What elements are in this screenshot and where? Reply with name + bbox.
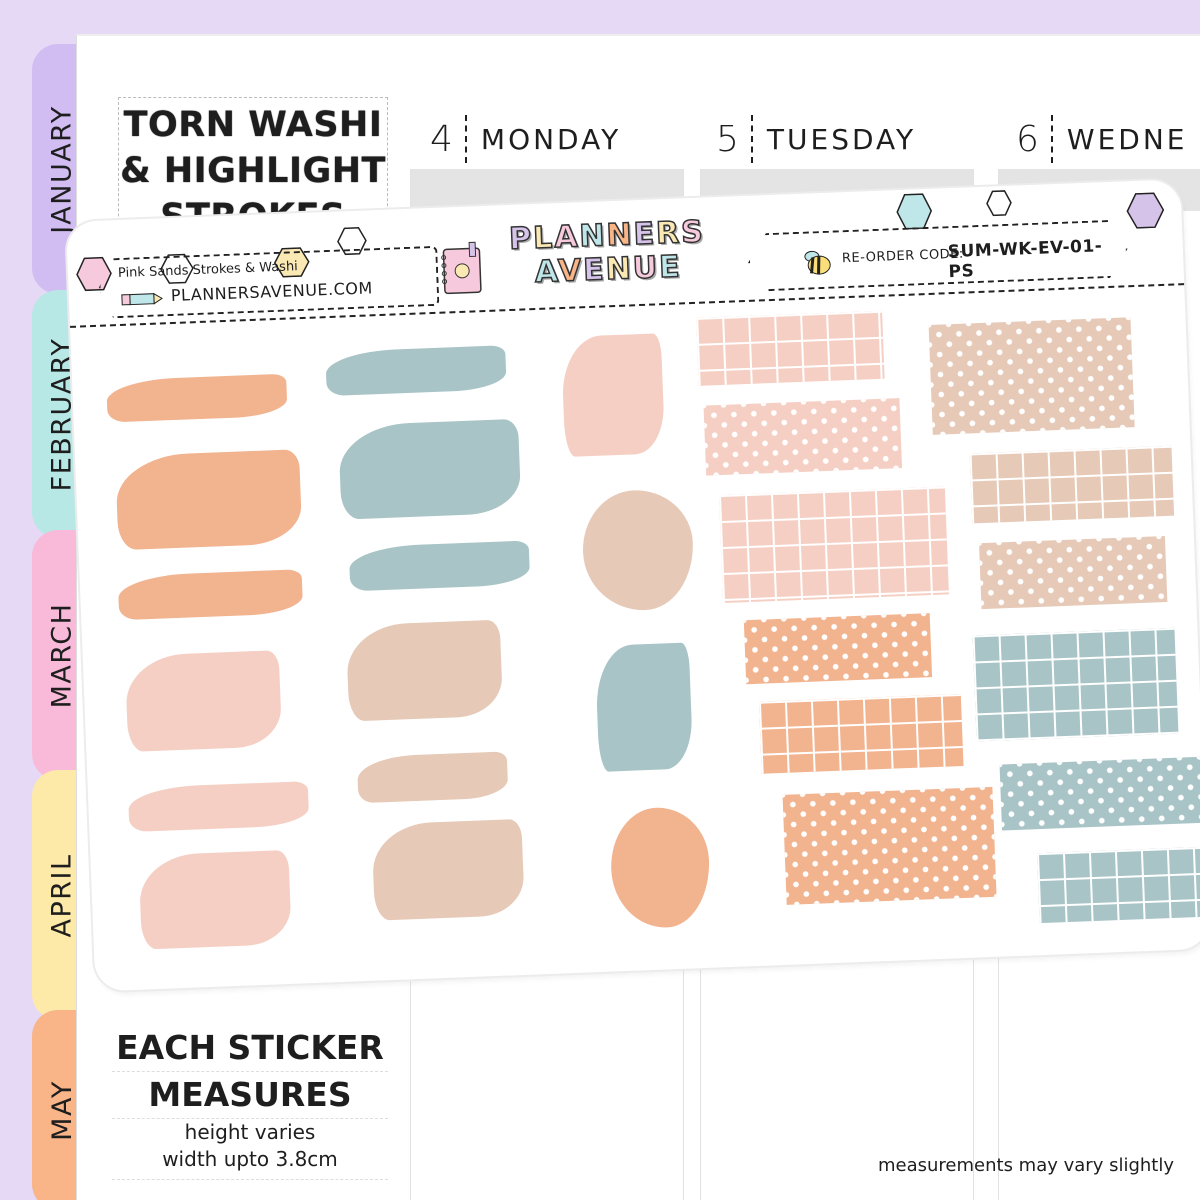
washi-dots-sticker[interactable] <box>782 786 997 905</box>
day-name: TUESDAY <box>766 122 917 156</box>
hexagon-icon <box>1126 192 1165 229</box>
tab-label: JANUARY <box>46 104 78 234</box>
hexagon-icon <box>986 190 1012 217</box>
day-header-monday: 4 MONDAY <box>430 115 622 163</box>
highlight-stroke-sticker[interactable] <box>356 751 509 804</box>
washi-grid-sticker[interactable] <box>758 693 964 774</box>
washi-dots-sticker[interactable] <box>743 613 933 685</box>
brush-swatch-sticker[interactable] <box>594 642 694 772</box>
highlight-stroke-sticker[interactable] <box>345 619 504 722</box>
highlight-stroke-sticker[interactable] <box>338 418 522 520</box>
hexagon-icon <box>273 247 310 278</box>
product-name: Pink Sands Strokes & Washi <box>117 259 299 282</box>
hexagon-icon <box>896 193 933 230</box>
sticker-sheet[interactable]: Pink Sands Strokes & Washi PLANNERSAVENU… <box>66 179 1200 992</box>
washi-grid-sticker[interactable] <box>969 445 1175 524</box>
hexagon-icon <box>160 253 194 284</box>
info-heading: MEASURES <box>112 1072 388 1119</box>
info-heading: EACH STICKER <box>112 1025 388 1072</box>
bee-icon <box>802 249 833 276</box>
day-header-tuesday: 5 TUESDAY <box>716 115 917 163</box>
washi-dots-sticker[interactable] <box>979 536 1168 610</box>
website-link[interactable]: PLANNERSAVENUE.COM <box>170 278 374 306</box>
blob-sticker[interactable] <box>580 488 696 613</box>
day-number: 6 <box>1016 118 1039 160</box>
planner-notebook-icon <box>441 241 482 295</box>
washi-dots-sticker[interactable] <box>703 398 903 476</box>
divider <box>464 115 467 163</box>
highlight-stroke-sticker[interactable] <box>371 818 525 921</box>
reorder-label: RE-ORDER CODE: SUM-WK-EV-01-PS <box>747 219 1129 292</box>
title-line: & HIGHLIGHT <box>120 151 386 191</box>
tab-label: APRIL <box>46 852 78 938</box>
tab-label: MARCH <box>46 602 78 708</box>
hexagon-icon <box>76 256 112 292</box>
day-header-wednesday: 6 WEDNE <box>1016 115 1188 163</box>
washi-dots-sticker[interactable] <box>928 317 1135 435</box>
washi-grid-sticker[interactable] <box>696 310 885 386</box>
product-label: Pink Sands Strokes & Washi PLANNERSAVENU… <box>97 246 439 319</box>
brand-logo: PLANNERS AVENUE <box>508 214 706 291</box>
highlight-stroke-sticker[interactable] <box>325 345 507 397</box>
blob-sticker[interactable] <box>608 805 712 930</box>
day-name: MONDAY <box>480 122 622 156</box>
day-number: 4 <box>430 118 453 160</box>
tab-label: MAY <box>46 1079 78 1141</box>
washi-grid-sticker[interactable] <box>972 627 1179 742</box>
highlight-stroke-sticker[interactable] <box>124 650 283 752</box>
divider <box>1050 115 1053 163</box>
highlight-stroke-sticker[interactable] <box>115 449 303 551</box>
info-detail: width upto 3.8cm <box>162 1147 338 1171</box>
highlight-stroke-sticker[interactable] <box>348 540 531 592</box>
day-name: WEDNE <box>1066 122 1188 156</box>
highlight-stroke-sticker[interactable] <box>106 373 288 423</box>
highlight-stroke-sticker[interactable] <box>117 569 304 621</box>
measurement-info: EACH STICKER MEASURES height varies widt… <box>112 1025 388 1180</box>
footnote: measurements may vary slightly <box>878 1155 1174 1176</box>
reorder-code-label: RE-ORDER CODE: <box>841 246 965 267</box>
day-number: 5 <box>716 118 739 160</box>
brush-swatch-sticker[interactable] <box>560 333 666 458</box>
highlight-stroke-sticker[interactable] <box>127 781 310 833</box>
hexagon-icon <box>337 227 367 256</box>
reorder-code: SUM-WK-EV-01-PS <box>947 236 1103 283</box>
washi-grid-sticker[interactable] <box>718 486 949 604</box>
title-line: TORN WASHI <box>123 105 383 145</box>
pencil-icon <box>121 292 163 306</box>
info-detail: height varies <box>184 1120 316 1144</box>
highlight-stroke-sticker[interactable] <box>138 849 292 950</box>
divider <box>750 115 753 163</box>
washi-grid-sticker[interactable] <box>1036 846 1200 924</box>
washi-dots-sticker[interactable] <box>999 756 1200 831</box>
